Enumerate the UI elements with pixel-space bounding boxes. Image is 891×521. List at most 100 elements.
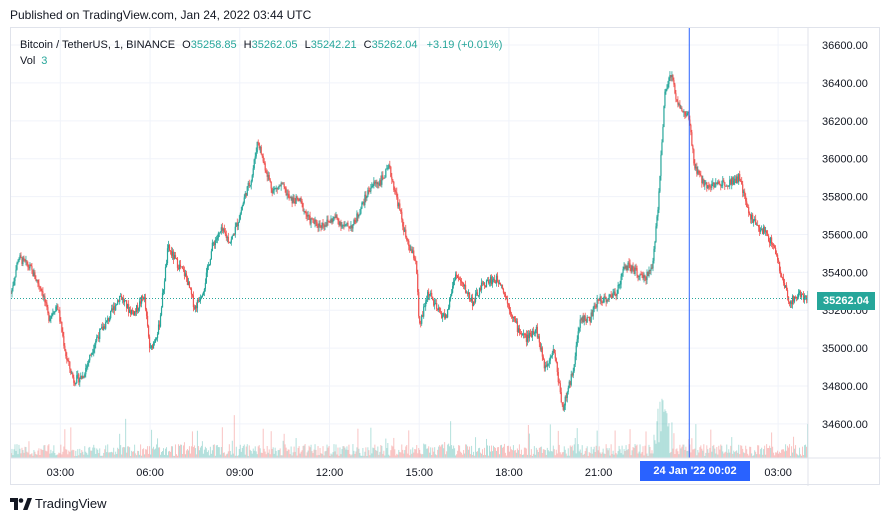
candle-body (526, 334, 528, 342)
candle-body (772, 244, 774, 245)
candle-body (204, 282, 206, 289)
candle-body (802, 294, 805, 300)
volume-bar (645, 431, 647, 458)
volume-bar (559, 452, 561, 458)
tradingview-brand[interactable]: TradingView (35, 496, 107, 511)
candle-body (671, 75, 673, 78)
candle-body (735, 178, 737, 184)
volume-bar (227, 451, 229, 458)
volume-bar (102, 455, 104, 458)
volume-bar (776, 452, 778, 458)
y-tick-label: 35400.00 (822, 267, 868, 279)
tradingview-logo-icon[interactable] (10, 497, 32, 510)
candle-body (677, 100, 679, 105)
candle-body (443, 313, 445, 316)
candle-body (422, 315, 424, 317)
candle-body (330, 218, 332, 223)
candle-body (721, 184, 723, 187)
volume-bar (455, 455, 457, 458)
volume-bar (98, 453, 100, 458)
volume-bar (166, 447, 168, 458)
volume-bar (349, 454, 351, 458)
candle-body (71, 373, 73, 375)
candle-body (87, 363, 89, 366)
candle-body (684, 111, 686, 116)
volume-bar (544, 450, 546, 458)
volume-bar (355, 451, 357, 458)
candle-body (791, 295, 794, 305)
candle-body (435, 303, 437, 304)
volume-bar (281, 455, 283, 458)
candle-body (68, 361, 70, 363)
volume-bar (190, 446, 192, 458)
candlestick-chart[interactable]: 34600.0034800.0035000.0035200.0035400.00… (11, 28, 881, 486)
volume-bar (607, 450, 609, 458)
candle-body (494, 281, 497, 284)
volume-bar (695, 424, 697, 458)
volume-bar (244, 454, 246, 458)
candle-body (44, 296, 46, 303)
volume-bar (208, 455, 210, 458)
volume-bar (209, 446, 211, 458)
volume-bar (218, 447, 220, 458)
candle-body (150, 345, 153, 348)
volume-bar (537, 452, 539, 458)
volume-bar (475, 437, 477, 458)
candle-body (548, 360, 550, 364)
volume-bar (362, 447, 364, 458)
candle-body (23, 257, 25, 260)
volume-bar (91, 450, 93, 458)
candle-body (127, 304, 129, 309)
candle-body (371, 186, 373, 189)
volume-bar (117, 447, 119, 458)
volume-value: 3 (41, 55, 48, 67)
volume-bar (696, 455, 698, 458)
volume-bar (61, 454, 63, 458)
volume-bar (541, 452, 543, 458)
candle-body (108, 318, 110, 322)
volume-bar (598, 446, 600, 458)
volume-bar (335, 444, 337, 458)
candle-body (632, 266, 634, 270)
candle-body (588, 317, 590, 318)
candle-body (484, 285, 487, 288)
candle-body (723, 180, 725, 183)
volume-bar (588, 452, 590, 458)
candle-body (153, 341, 156, 343)
candle-body (62, 331, 64, 337)
candle-body (568, 381, 570, 388)
candle-body (26, 260, 28, 265)
volume-bar (214, 455, 216, 458)
candle-body (517, 328, 520, 332)
volume-bar (546, 447, 548, 458)
volume-bar (713, 444, 715, 458)
volume-bar (63, 446, 65, 458)
candle-body (582, 317, 584, 322)
volume-bar (400, 452, 402, 458)
volume-bar (466, 444, 468, 458)
candle-body (152, 342, 155, 349)
candle-body (578, 327, 580, 332)
volume-bar (291, 455, 293, 458)
candle-body (162, 289, 165, 293)
volume-bar (747, 453, 749, 458)
volume-bar (348, 444, 350, 458)
volume-bar (425, 444, 427, 458)
volume-bar (334, 451, 336, 458)
volume-bar (514, 449, 516, 458)
volume-bar (103, 452, 105, 458)
chart-panel[interactable]: 34600.00 34800.00 35000.00 35200.00 35400.00… (10, 27, 881, 486)
volume-bar (277, 450, 279, 458)
volume-bar (144, 454, 146, 458)
candle-body (309, 215, 311, 224)
candle-body (61, 321, 63, 332)
candle-body (56, 305, 58, 307)
candle-body (630, 267, 632, 272)
candle-body (369, 191, 371, 193)
candle-body (433, 300, 435, 306)
candle-body (536, 326, 538, 338)
volume-bar (153, 446, 155, 458)
volume-bar (787, 445, 789, 458)
volume-bar (268, 449, 270, 458)
candle-body (619, 284, 621, 286)
